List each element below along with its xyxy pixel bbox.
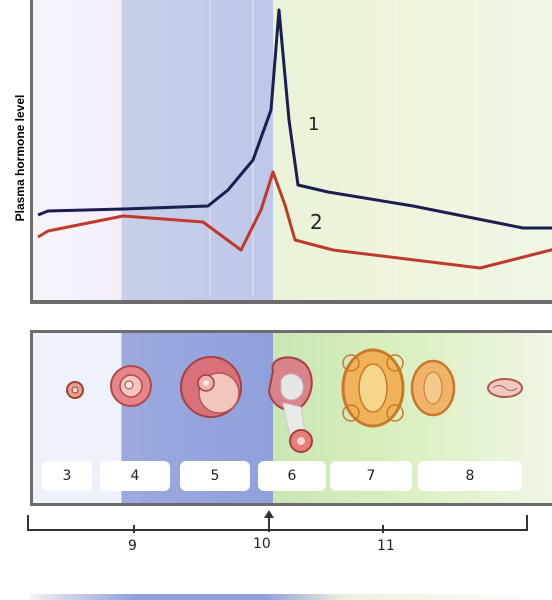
follicle-stage-6 [267,356,313,453]
curve-1-label: 1 [308,114,320,135]
follicle-stage-8-regressing [410,359,456,417]
stage-label-3: 3 [42,461,92,491]
hormone-chart-svg [37,0,552,296]
curve-1-line [37,8,552,230]
stage-label-6: 6 [258,461,326,491]
stage-label-4: 4 [100,461,170,491]
next-panel-edge [30,594,552,600]
stage-label-8: 8 [418,461,522,491]
stage-label-5: 5 [180,461,250,491]
bracket-label-11: 11 [377,538,395,554]
bracket-tick [382,525,384,533]
follicle-stage-8-albicans [487,378,523,398]
y-axis-label: Plasma hormone level [13,94,27,222]
bracket-label-10: 10 [253,536,271,552]
follicle-stages-svg [66,348,523,453]
follicle-stage-7 [341,348,405,428]
hormone-chart-panel [30,0,552,304]
curve-2-label: 2 [310,210,323,234]
phase-bracket [27,515,528,531]
bracket-tick [133,525,135,533]
ovulation-arrow-icon [264,510,274,532]
bracket-label-9: 9 [128,538,137,554]
follicle-stage-4 [110,365,152,407]
follicle-stage-5 [180,356,242,418]
curve-2-line [37,170,552,270]
stage-label-7: 7 [330,461,412,491]
follicle-stage-3 [66,381,84,399]
